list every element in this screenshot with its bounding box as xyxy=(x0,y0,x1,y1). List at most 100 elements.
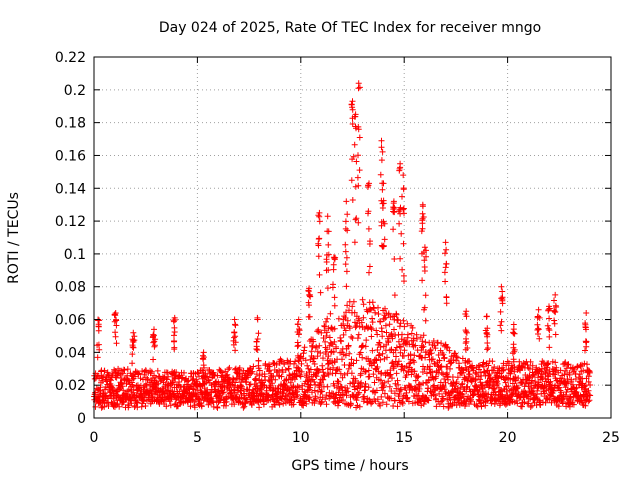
data-point xyxy=(324,315,331,322)
data-point xyxy=(374,331,381,338)
data-point xyxy=(326,334,333,341)
data-point xyxy=(395,358,402,365)
y-tick-label: 0.2 xyxy=(64,83,86,99)
data-point xyxy=(358,319,365,326)
data-point xyxy=(399,331,405,338)
data-point xyxy=(369,347,376,354)
data-point xyxy=(392,380,399,387)
data-point xyxy=(98,404,105,411)
data-point xyxy=(311,379,318,385)
data-point xyxy=(377,377,384,384)
data-point xyxy=(323,333,330,339)
data-point xyxy=(120,399,127,406)
data-point xyxy=(391,326,397,333)
data-point xyxy=(175,403,181,410)
data-point xyxy=(374,396,381,403)
data-point xyxy=(286,372,293,378)
x-tick-label: 5 xyxy=(193,430,202,446)
data-point xyxy=(325,361,332,368)
data-point xyxy=(293,372,300,379)
data-point xyxy=(280,400,287,407)
data-point xyxy=(392,347,399,354)
data-point xyxy=(374,364,381,370)
data-point xyxy=(274,390,281,397)
data-point xyxy=(348,370,355,377)
data-point xyxy=(342,327,349,334)
data-point xyxy=(432,373,439,380)
data-point xyxy=(369,319,376,326)
data-point xyxy=(240,404,247,411)
data-point xyxy=(276,401,283,408)
data-point xyxy=(401,323,408,330)
data-point xyxy=(133,399,140,406)
data-point xyxy=(388,346,395,353)
data-point xyxy=(351,309,358,316)
data-point xyxy=(406,360,413,367)
x-tick-label: 20 xyxy=(499,430,517,446)
data-point xyxy=(360,301,367,308)
data-point xyxy=(385,310,392,317)
data-point xyxy=(348,356,355,363)
y-tick-label: 0.02 xyxy=(55,378,86,394)
data-point xyxy=(317,350,324,356)
data-point xyxy=(323,392,330,399)
data-point xyxy=(396,343,403,350)
data-point xyxy=(366,373,373,380)
data-point xyxy=(340,397,347,403)
data-point xyxy=(393,353,399,360)
data-point xyxy=(345,342,352,349)
y-axis-label: ROTI / TECUs xyxy=(6,192,22,284)
data-point xyxy=(399,400,406,407)
x-tick-label: 0 xyxy=(90,430,99,446)
data-point xyxy=(368,326,375,333)
data-point xyxy=(330,349,337,355)
data-point xyxy=(348,333,355,340)
data-point xyxy=(319,388,325,395)
data-point xyxy=(104,369,111,376)
data-point xyxy=(389,335,396,342)
data-point xyxy=(425,385,432,392)
data-point xyxy=(248,402,255,408)
data-point xyxy=(160,397,167,404)
data-point xyxy=(419,338,426,345)
data-point xyxy=(327,310,334,317)
data-point xyxy=(404,331,411,338)
data-point xyxy=(400,317,407,324)
data-point xyxy=(365,367,372,374)
data-point xyxy=(362,343,369,350)
data-point xyxy=(336,366,343,373)
data-point xyxy=(414,335,420,342)
data-point xyxy=(181,369,187,376)
data-point xyxy=(220,389,227,396)
data-point xyxy=(335,402,341,409)
data-point xyxy=(130,384,137,390)
data-point xyxy=(219,389,226,396)
data-point xyxy=(386,321,393,328)
data-point xyxy=(376,351,383,358)
data-point xyxy=(92,389,99,396)
data-point xyxy=(124,366,131,373)
data-point xyxy=(375,304,381,311)
data-point xyxy=(393,311,400,318)
data-point xyxy=(323,329,330,336)
data-point xyxy=(306,394,313,401)
data-point xyxy=(381,390,388,397)
data-point xyxy=(379,399,386,406)
data-point xyxy=(385,339,392,346)
data-point xyxy=(305,365,312,372)
data-point xyxy=(119,370,126,377)
data-point xyxy=(344,317,351,324)
data-point xyxy=(318,329,325,336)
data-point xyxy=(418,402,425,409)
data-point xyxy=(256,404,263,411)
y-tick-label: 0.08 xyxy=(55,280,86,296)
data-point xyxy=(340,331,347,338)
x-axis-label: GPS time / hours xyxy=(291,458,408,474)
data-point xyxy=(346,350,353,357)
data-point xyxy=(363,337,370,344)
data-point xyxy=(410,335,417,342)
data-point xyxy=(154,367,161,374)
data-point xyxy=(333,384,340,391)
data-point xyxy=(373,327,380,334)
data-point xyxy=(381,379,388,386)
